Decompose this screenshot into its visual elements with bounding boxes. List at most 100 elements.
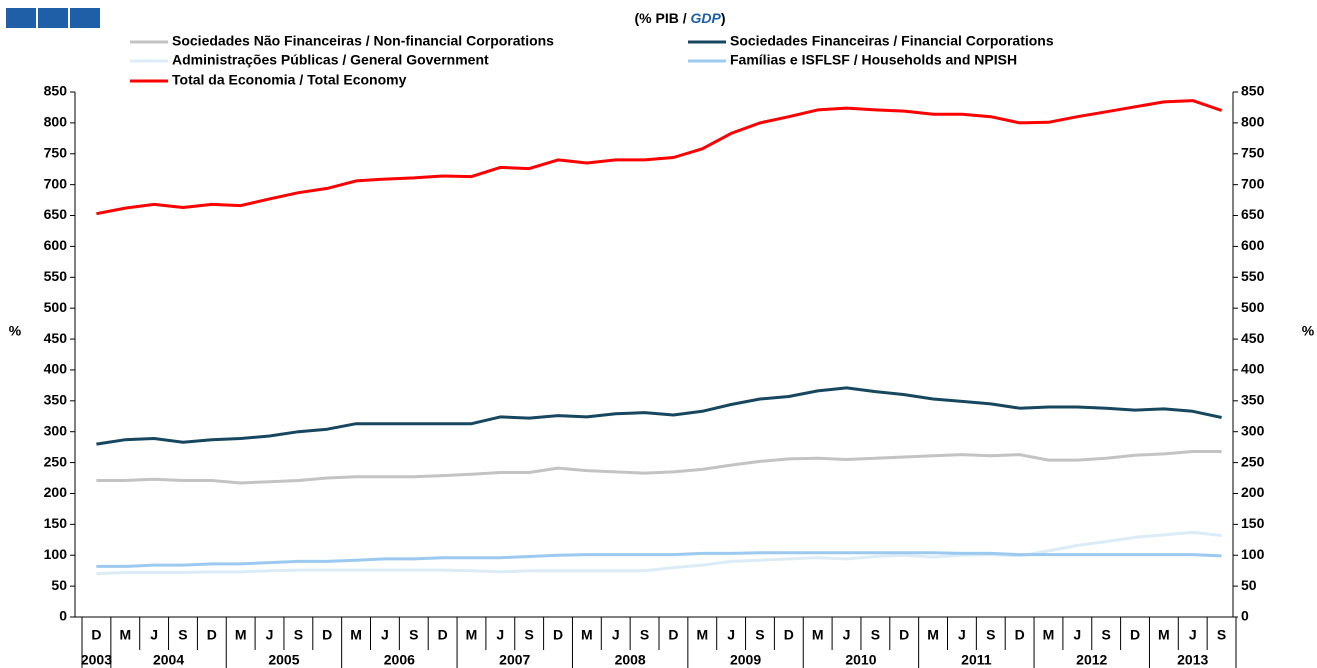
logo-block (70, 8, 100, 28)
y-tick-label: 700 (44, 175, 68, 191)
series-line (96, 450, 1222, 485)
year-label: 2012 (1076, 652, 1107, 668)
x-tick-label: S (640, 627, 649, 643)
series-line (96, 551, 1222, 568)
x-tick-label: J (1189, 627, 1197, 643)
year-label: 2013 (1177, 652, 1208, 668)
x-tick-label: J (150, 627, 158, 643)
y-tick-label: 150 (44, 515, 68, 531)
y-axis-label: % (9, 323, 22, 339)
x-tick-label: J (496, 627, 504, 643)
x-tick-label: S (294, 627, 303, 643)
logo-block (38, 8, 68, 28)
y2-tick-label: 500 (1241, 299, 1265, 315)
x-tick-label: D (1015, 627, 1025, 643)
y2-tick-label: 400 (1241, 361, 1265, 377)
y2-axis-label: % (1302, 323, 1315, 339)
legend-label: Total da Economia / Total Economy (172, 72, 407, 88)
x-tick-label: M (235, 627, 247, 643)
legend-label: Administrações Públicas / General Govern… (172, 52, 489, 68)
title-part: GDP (691, 10, 722, 26)
x-tick-label: D (899, 627, 909, 643)
y2-tick-label: 450 (1241, 330, 1265, 346)
y-tick-label: 400 (44, 361, 68, 377)
x-tick-label: J (612, 627, 620, 643)
legend-label: Famílias e ISFLSF / Households and NPISH (730, 52, 1017, 68)
x-tick-label: M (581, 627, 593, 643)
x-tick-label: S (1217, 627, 1226, 643)
y2-tick-label: 300 (1241, 422, 1265, 438)
x-tick-label: S (871, 627, 880, 643)
x-tick-label: D (91, 627, 101, 643)
y2-tick-label: 200 (1241, 484, 1265, 500)
x-tick-label: S (525, 627, 534, 643)
chart-title: (% PIB / GDP) (634, 10, 725, 26)
x-tick-label: S (409, 627, 418, 643)
year-label: 2006 (384, 652, 415, 668)
y-tick-label: 750 (44, 144, 68, 160)
x-tick-label: M (119, 627, 131, 643)
x-tick-label: D (207, 627, 217, 643)
x-tick-label: J (266, 627, 274, 643)
y-tick-label: 650 (44, 206, 68, 222)
x-tick-label: M (1043, 627, 1055, 643)
x-tick-label: J (958, 627, 966, 643)
y-tick-label: 850 (44, 83, 68, 99)
y-tick-label: 250 (44, 453, 68, 469)
x-tick-label: D (438, 627, 448, 643)
year-label: 2009 (730, 652, 761, 668)
series-line (96, 99, 1223, 216)
year-label: 2003 (81, 652, 112, 668)
y-tick-label: 300 (44, 422, 68, 438)
x-tick-label: D (322, 627, 332, 643)
y2-tick-label: 350 (1241, 392, 1265, 408)
x-tick-label: M (812, 627, 824, 643)
year-label: 2007 (499, 652, 530, 668)
x-tick-label: M (466, 627, 478, 643)
y2-tick-label: 750 (1241, 144, 1265, 160)
year-label: 2010 (845, 652, 876, 668)
year-label: 2005 (268, 652, 299, 668)
x-tick-label: M (350, 627, 362, 643)
y2-tick-label: 100 (1241, 546, 1265, 562)
year-label: 2004 (153, 652, 184, 668)
y2-tick-label: 850 (1241, 83, 1265, 99)
y-tick-label: 450 (44, 330, 68, 346)
x-tick-label: D (553, 627, 563, 643)
y-tick-label: 600 (44, 237, 68, 253)
y-tick-label: 350 (44, 392, 68, 408)
year-label: 2008 (615, 652, 646, 668)
y2-tick-label: 650 (1241, 206, 1265, 222)
y-tick-label: 50 (51, 577, 67, 593)
x-tick-label: D (784, 627, 794, 643)
series-line (96, 386, 1222, 446)
logo-block (6, 8, 36, 28)
x-tick-label: J (381, 627, 389, 643)
y2-tick-label: 600 (1241, 237, 1265, 253)
y2-tick-label: 800 (1241, 114, 1265, 130)
x-tick-label: D (1130, 627, 1140, 643)
x-tick-label: S (986, 627, 995, 643)
y-tick-label: 200 (44, 484, 68, 500)
x-tick-label: S (178, 627, 187, 643)
x-tick-label: M (696, 627, 708, 643)
x-tick-label: D (668, 627, 678, 643)
legend-label: Sociedades Não Financeiras / Non-financi… (172, 33, 554, 49)
y-tick-label: 0 (59, 608, 67, 624)
title-part: ) (721, 10, 726, 26)
x-tick-label: S (755, 627, 764, 643)
y2-tick-label: 0 (1241, 608, 1249, 624)
y-tick-label: 800 (44, 114, 68, 130)
x-tick-label: J (843, 627, 851, 643)
y-tick-label: 550 (44, 268, 68, 284)
y-tick-label: 100 (44, 546, 68, 562)
x-tick-label: M (1158, 627, 1170, 643)
y2-tick-label: 700 (1241, 175, 1265, 191)
y2-tick-label: 50 (1241, 577, 1257, 593)
x-tick-label: J (1073, 627, 1081, 643)
y2-tick-label: 550 (1241, 268, 1265, 284)
x-tick-label: S (1102, 627, 1111, 643)
title-part: (% PIB / (634, 10, 690, 26)
x-tick-label: M (927, 627, 939, 643)
